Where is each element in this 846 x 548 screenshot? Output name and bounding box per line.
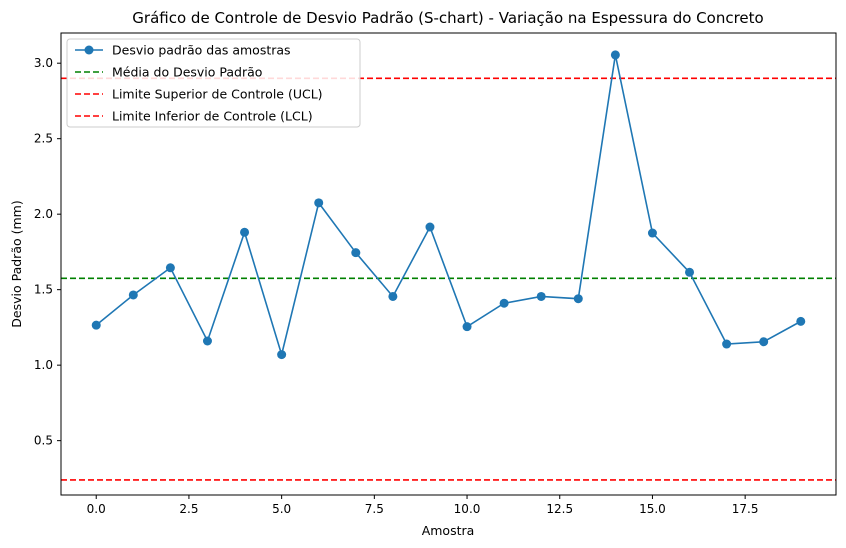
y-tick-label: 1.5 (34, 283, 53, 297)
data-point-9 (425, 222, 435, 232)
x-tick-label: 17.5 (732, 502, 759, 516)
data-point-18 (759, 337, 769, 347)
legend-series-marker (84, 45, 94, 55)
legend-label-series: Desvio padrão das amostras (112, 43, 291, 58)
x-axis-ticks: 0.0 2.5 5.0 7.5 10.0 12.5 15.0 17.5 (87, 495, 759, 516)
data-point-16 (685, 267, 695, 277)
data-point-1 (128, 290, 138, 300)
data-point-17 (722, 339, 732, 349)
y-tick-label: 0.5 (34, 434, 53, 448)
data-point-13 (573, 294, 583, 304)
data-point-15 (647, 228, 657, 238)
y-tick-label: 3.0 (34, 56, 53, 70)
data-point-2 (165, 263, 175, 273)
data-point-7 (351, 248, 361, 258)
y-tick-label: 1.0 (34, 358, 53, 372)
x-tick-label: 5.0 (272, 502, 291, 516)
series-line-0 (95, 54, 802, 358)
x-tick-label: 12.5 (546, 502, 573, 516)
chart-title: Gráfico de Controle de Desvio Padrão (S-… (132, 9, 763, 27)
x-tick-label: 2.5 (179, 502, 198, 516)
x-tick-label: 7.5 (365, 502, 384, 516)
x-tick-label: 0.0 (87, 502, 106, 516)
data-point-0 (91, 320, 101, 330)
legend-label-lcl: Limite Inferior de Controle (LCL) (112, 109, 313, 124)
data-point-11 (499, 298, 509, 308)
y-axis-ticks: 0.5 1.0 1.5 2.0 2.5 3.0 (34, 56, 61, 448)
data-point-6 (314, 198, 324, 208)
data-point-12 (536, 291, 546, 301)
data-point-8 (388, 291, 398, 301)
x-tick-label: 15.0 (639, 502, 666, 516)
x-axis-label: Amostra (422, 523, 475, 538)
y-tick-label: 2.0 (34, 207, 53, 221)
data-point-10 (462, 322, 472, 332)
data-point-3 (202, 336, 212, 346)
data-point-4 (240, 227, 250, 237)
y-axis-label: Desvio Padrão (mm) (9, 200, 24, 327)
data-point-5 (277, 350, 287, 360)
data-point-19 (796, 316, 806, 326)
series-layer (91, 50, 806, 360)
data-point-14 (610, 50, 620, 60)
legend-box (66, 38, 361, 128)
legend-label-ucl: Limite Superior de Controle (UCL) (112, 87, 323, 102)
plot-frame (60, 32, 837, 496)
legend: Desvio padrão das amostras Média do Desv… (66, 38, 361, 128)
x-tick-label: 10.0 (454, 502, 481, 516)
legend-label-mean: Média do Desvio Padrão (112, 65, 262, 80)
y-tick-label: 2.5 (34, 132, 53, 146)
